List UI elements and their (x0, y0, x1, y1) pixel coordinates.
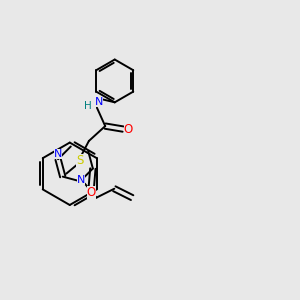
Text: N: N (95, 97, 103, 107)
Text: S: S (76, 154, 84, 167)
Text: H: H (83, 101, 91, 111)
Text: O: O (87, 186, 96, 199)
Text: N: N (76, 175, 85, 185)
Text: O: O (124, 123, 133, 136)
Text: N: N (54, 149, 62, 159)
